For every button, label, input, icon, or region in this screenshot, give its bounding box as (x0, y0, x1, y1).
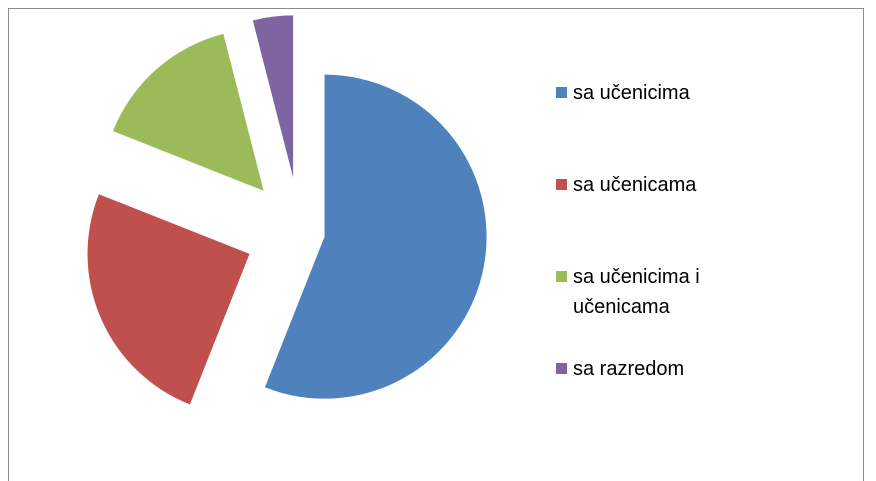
legend-label: sa razredom (573, 358, 685, 380)
legend-label: sa učenicima (573, 82, 690, 104)
legend-label: sa učenicima i učenicama (573, 266, 700, 318)
legend-swatch (556, 271, 567, 282)
legend-swatch (556, 87, 567, 98)
legend-label: sa učenicama (573, 174, 697, 196)
legend-swatch (556, 363, 567, 374)
pie-slice (87, 194, 250, 405)
frame (8, 8, 864, 481)
pie-slice (113, 33, 264, 191)
pie-slice (264, 74, 487, 399)
legend-swatch (556, 179, 567, 190)
pie-slice (252, 15, 294, 178)
